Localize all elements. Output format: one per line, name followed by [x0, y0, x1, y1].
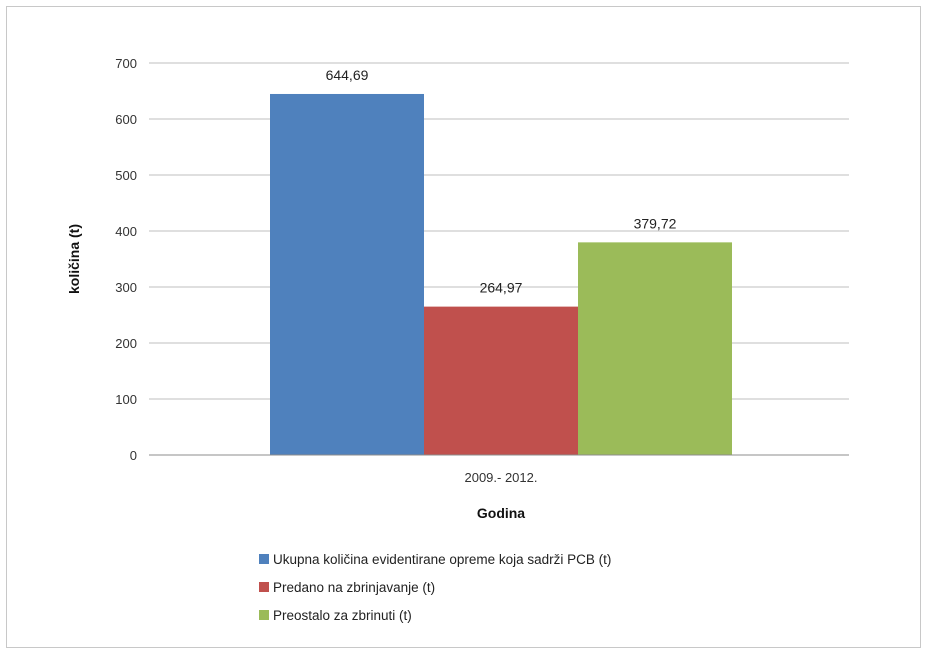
y-tick-label: 0 [130, 448, 137, 463]
legend-swatch [259, 554, 269, 564]
data-label: 264,97 [480, 280, 523, 296]
bar [578, 242, 732, 455]
y-tick-label: 300 [115, 280, 137, 295]
y-tick-label: 500 [115, 168, 137, 183]
y-tick-label: 400 [115, 224, 137, 239]
y-tick-label: 700 [115, 56, 137, 71]
bar [270, 93, 424, 455]
y-axis-title: količina (t) [66, 224, 82, 294]
bar [424, 306, 578, 455]
gridlines [149, 62, 849, 400]
y-tick-label: 200 [115, 336, 137, 351]
y-axis-ticks: 0 100 200 300 400 500 600 700 [115, 56, 137, 463]
legend-swatch [259, 582, 269, 592]
y-tick-label: 600 [115, 112, 137, 127]
x-axis-title: Godina [477, 505, 525, 521]
chart-frame: 0 100 200 300 400 500 600 700 644,69 264,97 379,7… [6, 6, 921, 648]
bars [270, 93, 732, 455]
y-tick-label: 100 [115, 392, 137, 407]
x-tick-label: 2009.- 2012. [464, 470, 537, 485]
legend: Ukupna količina evidentirane opreme koja… [259, 552, 611, 623]
data-label: 644,69 [326, 67, 369, 83]
legend-label: Preostalo za zbrinuti (t) [273, 608, 412, 623]
bar-chart: 0 100 200 300 400 500 600 700 644,69 264,97 379,7… [66, 56, 849, 623]
data-label: 379,72 [634, 215, 677, 231]
data-labels: 644,69 264,97 379,72 [326, 67, 677, 296]
legend-label: Ukupna količina evidentirane opreme koja… [273, 552, 611, 567]
legend-swatch [259, 610, 269, 620]
legend-label: Predano na zbrinjavanje (t) [273, 580, 435, 595]
